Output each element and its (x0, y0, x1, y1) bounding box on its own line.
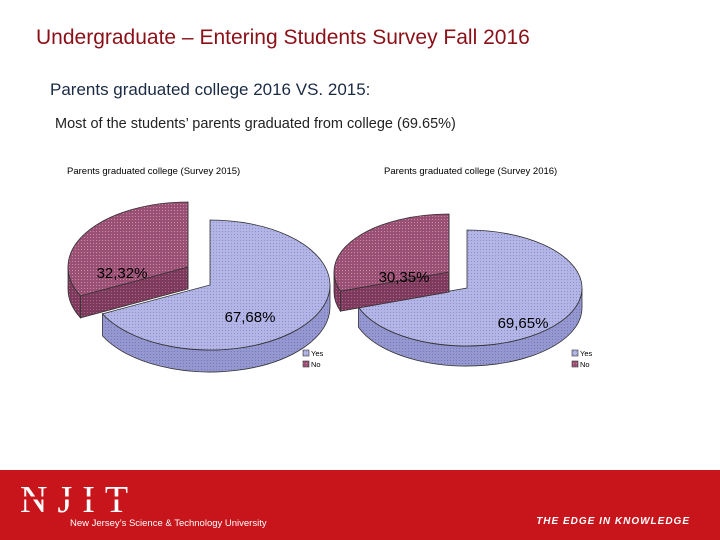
data-label-yes-1: 69,65% (498, 315, 549, 332)
footer-tagline: THE EDGE IN KNOWLEDGE (536, 516, 690, 527)
data-label-no-0: 32,32% (97, 265, 148, 282)
pie-slice-yes-1 (357, 229, 583, 367)
legend-label-yes: Yes (311, 349, 323, 358)
legend-label-yes: Yes (580, 349, 592, 358)
legend-1: Yes No (571, 349, 592, 369)
slide-body-text: Most of the students’ parents graduated … (55, 116, 456, 132)
logo-text: NJIT (20, 479, 138, 521)
legend-swatch-yes (571, 349, 579, 357)
data-label-no-1: 30,35% (379, 269, 430, 286)
footer-bar: NJIT (0, 470, 720, 540)
pie-slice-no-0 (67, 201, 189, 319)
legend-swatch-no (571, 360, 579, 368)
data-label-yes-0: 67,68% (225, 309, 276, 326)
legend-0: Yes No (302, 349, 323, 369)
njit-logo: NJIT (18, 479, 168, 521)
chart-title-2015: Parents graduated college (Survey 2015) (67, 166, 241, 177)
pie-slice-no-1 (333, 213, 450, 313)
legend-swatch-yes (302, 349, 310, 357)
pie-slice-yes-0 (101, 219, 331, 373)
chart-title-2016: Parents graduated college (Survey 2016) (384, 166, 558, 177)
pie-charts: 67,68% 32,32% Yes No 69,65% 30,35% Yes No (67, 201, 592, 373)
legend-swatch-no (302, 360, 310, 368)
legend-label-no: No (311, 360, 321, 369)
university-name: New Jersey’s Science & Technology Univer… (70, 518, 267, 529)
legend-label-no: No (580, 360, 590, 369)
slide-subtitle: Parents graduated college 2016 VS. 2015: (50, 80, 371, 99)
slide-title: Undergraduate – Entering Students Survey… (36, 26, 530, 49)
